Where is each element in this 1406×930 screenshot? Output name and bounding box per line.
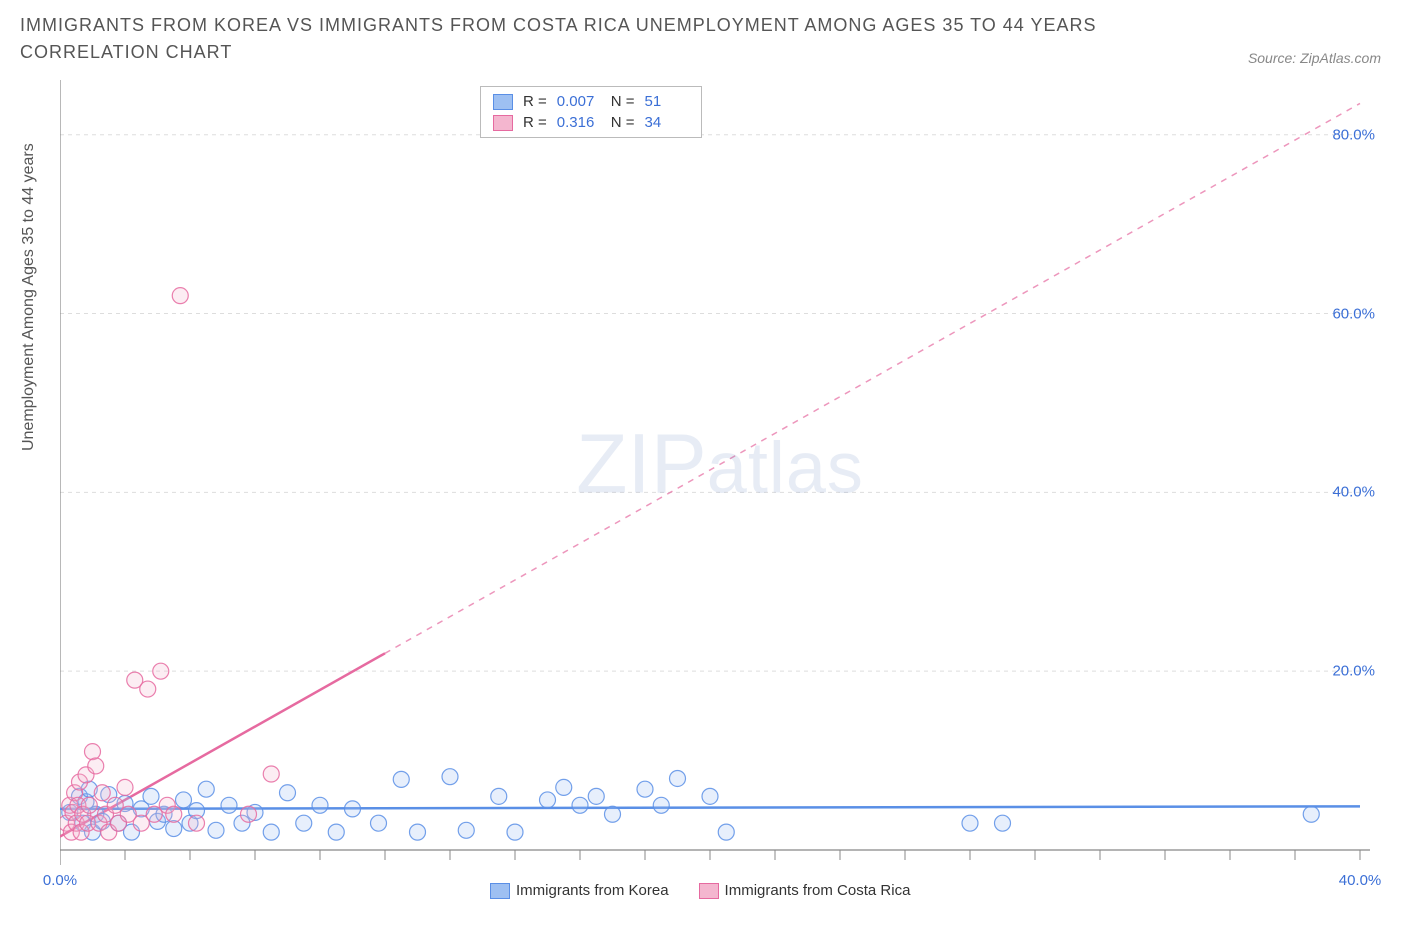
n-label: N = [611,114,635,131]
legend-correlation-row: R = 0.316 N = 34 [493,114,689,131]
legend-swatch [490,883,510,899]
x-tick-label: 0.0% [43,872,77,889]
correlation-legend: R = 0.007 N = 51 R = 0.316 N = 34 [480,86,702,138]
legend-swatch [493,94,513,110]
y-tick-label: 60.0% [1332,305,1375,322]
y-tick-label: 40.0% [1332,484,1375,501]
plot-area: ZIPatlas R =0.007N =51R =0.316N =34 20.0… [60,80,1380,880]
legend-swatch [493,115,513,131]
legend-series-item: Immigrants from Korea [490,882,669,899]
y-tick-label: 20.0% [1332,663,1375,680]
chart-title: IMMIGRANTS FROM KOREA VS IMMIGRANTS FROM… [20,12,1120,66]
r-value: 0.316 [557,114,601,131]
source-label: Source: ZipAtlas.com [1248,50,1381,66]
n-label: N = [611,93,635,110]
legend-series-label: Immigrants from Costa Rica [725,882,911,899]
legend-series-label: Immigrants from Korea [516,882,669,899]
legend-correlation-row: R = 0.007 N = 51 [493,93,689,110]
r-value: 0.007 [557,93,601,110]
n-value: 34 [645,114,689,131]
legend-series-item: Immigrants from Costa Rica [699,882,911,899]
legend-swatch [699,883,719,899]
y-axis-label: Unemployment Among Ages 35 to 44 years [20,143,38,451]
r-label: R = [523,114,547,131]
series-legend: Immigrants from Korea Immigrants from Cos… [490,882,910,899]
y-tick-label: 80.0% [1332,126,1375,143]
n-value: 51 [645,93,689,110]
x-tick-label: 40.0% [1339,872,1382,889]
r-label: R = [523,93,547,110]
scatter-chart [60,80,1380,880]
